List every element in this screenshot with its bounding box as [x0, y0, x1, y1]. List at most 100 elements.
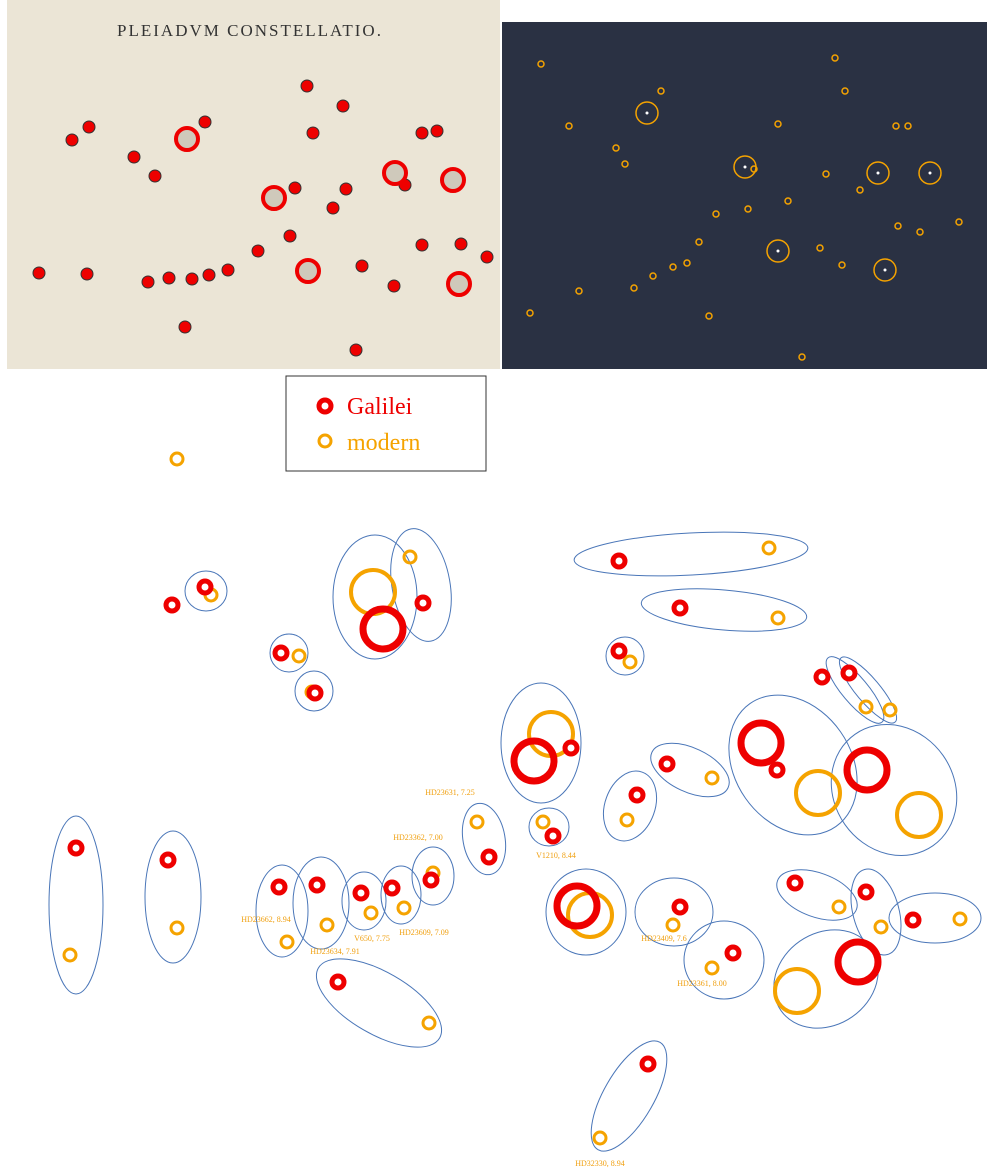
star-label: HD23609, 7.09: [399, 928, 449, 937]
legend-label: modern: [347, 430, 420, 456]
modern-star: [319, 917, 335, 933]
engraving-star: [251, 244, 265, 258]
sky-star-bright: [733, 155, 757, 179]
match-ellipse: [390, 528, 452, 642]
galilei-star: [329, 973, 347, 991]
engraving-star: [355, 259, 369, 273]
modern-star: [770, 610, 786, 626]
modern-star: [279, 934, 295, 950]
modern-star: [873, 919, 889, 935]
engraving-star-big: [440, 167, 466, 193]
engraving-star: [300, 79, 314, 93]
modern-star: [622, 654, 638, 670]
modern-star: [291, 648, 307, 664]
modern-star: [704, 960, 720, 976]
sky-star-bright: [866, 161, 890, 185]
sky-star: [695, 238, 703, 246]
galilei-star: [639, 1055, 657, 1073]
match-ellipse: [634, 877, 714, 947]
galilei-star: [163, 596, 181, 614]
galilei-star-bright: [843, 746, 891, 794]
galilei-star: [383, 879, 401, 897]
engraving-star: [32, 266, 46, 280]
match-ellipse: [461, 802, 507, 876]
engraving-star: [415, 238, 429, 252]
galilei-star: [196, 578, 214, 596]
sky-star: [744, 205, 752, 213]
sky-star-core: [743, 165, 747, 169]
galilei-star: [768, 761, 786, 779]
legend-box: [285, 375, 487, 472]
engraving-star: [221, 263, 235, 277]
star-label: HD23362, 7.00: [393, 833, 443, 842]
match-ellipse: [341, 871, 387, 931]
galilei-star: [270, 878, 288, 896]
modern-star-bright: [895, 791, 943, 839]
match-ellipse: [728, 694, 858, 836]
galilei-star: [857, 883, 875, 901]
modern-star: [882, 702, 898, 718]
match-ellipse: [500, 682, 582, 804]
sky-star: [894, 222, 902, 230]
galilei-star: [480, 848, 498, 866]
match-ellipse: [830, 724, 958, 856]
galilei-star: [610, 552, 628, 570]
sky-star: [612, 144, 620, 152]
sky-star-bright: [635, 101, 659, 125]
engraving-star: [430, 124, 444, 138]
match-ellipse: [838, 656, 898, 724]
engraving-star: [178, 320, 192, 334]
star-label: HD23409, 7.6: [641, 934, 687, 943]
modern-star: [421, 1015, 437, 1031]
engraving-star: [480, 250, 494, 264]
match-ellipse: [605, 636, 645, 676]
galilei-star: [352, 884, 370, 902]
galilei-star: [671, 599, 689, 617]
match-ellipse: [545, 868, 627, 956]
match-ellipse: [48, 815, 104, 995]
sky-star: [955, 218, 963, 226]
modern-star-bright: [773, 967, 821, 1015]
sky-star: [537, 60, 545, 68]
engraving-star: [185, 272, 199, 286]
star-label: V1210, 8.44: [536, 851, 576, 860]
modern-star: [169, 920, 185, 936]
match-ellipse: [850, 868, 902, 956]
match-ellipse: [573, 531, 809, 577]
sky-star-core: [883, 268, 887, 272]
engraving-title: PLEIADVM CONSTELLATIO.: [117, 21, 383, 40]
sky-star: [712, 210, 720, 218]
galilei-star: [562, 739, 580, 757]
star-label: HD23634, 7.91: [310, 947, 360, 956]
engraving-star: [82, 120, 96, 134]
match-ellipse: [269, 633, 309, 673]
engraving-star: [148, 169, 162, 183]
engraving-star-big: [446, 271, 472, 297]
galilei-star: [786, 874, 804, 892]
star-label: HD23361, 8.00: [677, 979, 727, 988]
engraving-star-big: [382, 160, 408, 186]
sky-star-core: [776, 249, 780, 253]
sky-star: [621, 160, 629, 168]
engraving-star: [454, 237, 468, 251]
sky-star: [841, 87, 849, 95]
sky-star: [784, 197, 792, 205]
sky-star-bright: [873, 258, 897, 282]
modern-star: [665, 917, 681, 933]
galilei-star-bright: [510, 737, 558, 785]
modern-star: [535, 814, 551, 830]
match-ellipse: [640, 588, 808, 632]
engraving-star: [162, 271, 176, 285]
star-label: V650, 7.75: [354, 934, 390, 943]
match-ellipse: [144, 830, 202, 964]
engraving-star-big: [295, 258, 321, 284]
match-ellipse: [380, 865, 422, 925]
galilei-star: [671, 898, 689, 916]
modern-star: [469, 814, 485, 830]
galilei-star-bright: [737, 719, 785, 767]
galilei-star: [544, 827, 562, 845]
sky-star: [904, 122, 912, 130]
sky-star: [798, 353, 806, 361]
